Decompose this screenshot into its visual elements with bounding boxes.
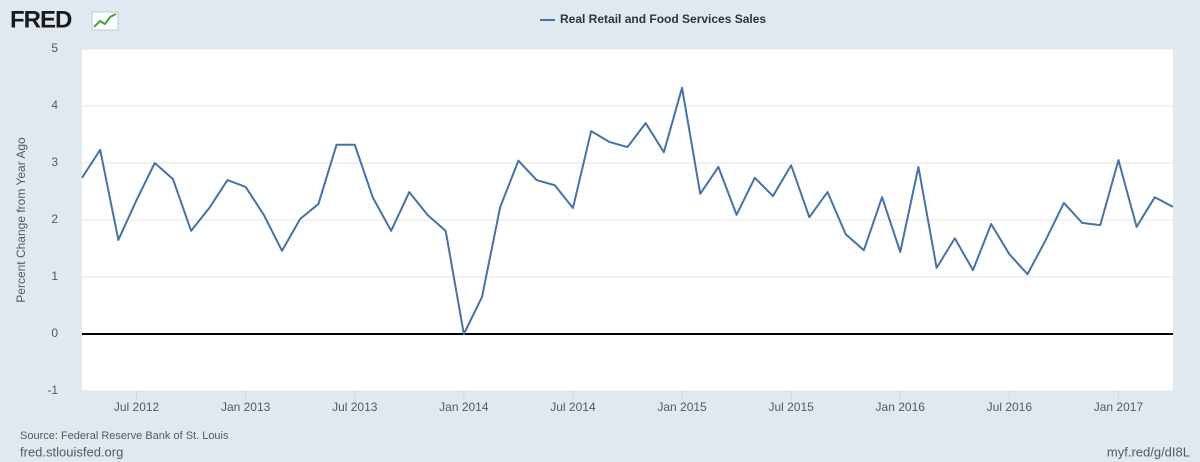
- x-tick-label: Jul 2013: [332, 400, 378, 414]
- x-tick-label: Jan 2015: [657, 400, 707, 414]
- y-tick-label: 2: [51, 212, 58, 226]
- logo: FRED: [10, 6, 72, 33]
- y-tick-label: 3: [51, 155, 58, 169]
- logo-icon: [91, 11, 119, 31]
- y-tick-label: -1: [47, 383, 58, 397]
- x-tick-label: Jul 2015: [768, 400, 814, 414]
- x-tick-label: Jan 2016: [876, 400, 926, 414]
- x-tick-label: Jul 2014: [550, 400, 596, 414]
- x-tick-label: Jan 2013: [221, 400, 271, 414]
- y-tick-label: 0: [51, 326, 58, 340]
- y-tick-label: 4: [51, 98, 58, 112]
- y-axis-label: Percent Change from Year Ago: [14, 137, 28, 303]
- short-url: myf.red/g/dI8L: [1107, 444, 1190, 459]
- x-tick-label: Jul 2012: [114, 400, 160, 414]
- y-tick-label: 5: [51, 41, 58, 55]
- source: Source: Federal Reserve Bank of St. Loui…: [20, 430, 229, 442]
- x-tick-label: Jan 2014: [439, 400, 489, 414]
- site: fred.stlouisfed.org: [20, 444, 123, 459]
- x-tick-label: Jan 2017: [1094, 400, 1144, 414]
- legend-label: Real Retail and Food Services Sales: [560, 12, 766, 26]
- x-tick-label: Jul 2016: [987, 400, 1033, 414]
- y-tick-label: 1: [51, 269, 58, 283]
- series-line: [81, 86, 1174, 335]
